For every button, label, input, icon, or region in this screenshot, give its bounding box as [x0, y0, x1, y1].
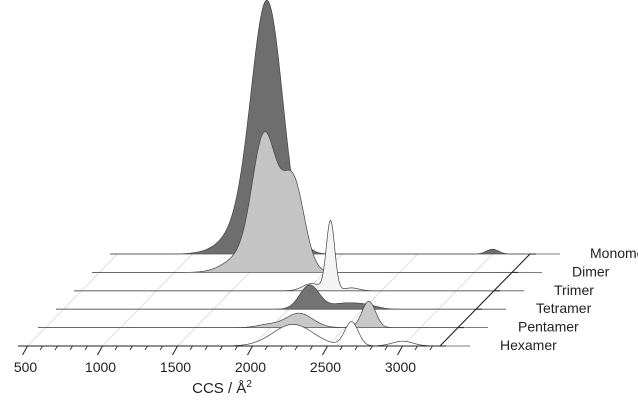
major-tick-2500 [322, 345, 328, 356]
minor-tick [309, 345, 313, 351]
series-label-pentamer: Pentamer [518, 319, 579, 335]
x-tick-label-1500: 1500 [160, 359, 191, 375]
x-axis-title: CCS / Å2 [192, 379, 252, 397]
tick-labels: 500 1000 1500 2000 2500 3000 [14, 359, 416, 375]
series-area-pentamer [38, 301, 458, 328]
major-tick-500 [22, 345, 28, 356]
minor-tick [69, 345, 73, 351]
minor-tick [429, 345, 433, 351]
series-label-tetramer: Tetramer [536, 300, 592, 316]
major-tick-1500 [172, 345, 178, 356]
series-line-pentamer [38, 300, 458, 328]
x-axis-title-text: CCS / Å [192, 380, 246, 397]
x-tick-label-500: 500 [14, 359, 38, 375]
series-label-monomer: Monomer [590, 245, 638, 261]
minor-tick [234, 345, 238, 351]
minor-tick [144, 345, 148, 351]
minor-tick [114, 345, 118, 351]
depth-axis-line [439, 253, 531, 347]
minor-tick [219, 345, 223, 351]
series-rows [20, 0, 560, 347]
minor-tick [414, 345, 418, 351]
series-area-monomer [110, 0, 530, 255]
x-axis-title-superscript: 2 [246, 379, 252, 390]
series-label-trimer: Trimer [554, 282, 594, 298]
minor-tick [39, 345, 43, 351]
minor-tick [84, 345, 88, 351]
depth-line-2500 [327, 253, 418, 347]
major-tick-1000 [97, 345, 103, 356]
series-label-hexamer: Hexamer [500, 337, 557, 353]
minor-tick [189, 345, 193, 351]
major-tick-3000 [397, 345, 403, 356]
major-tick-2000 [247, 345, 253, 356]
series-area-hexamer [20, 321, 440, 346]
x-tick-label-2500: 2500 [310, 359, 341, 375]
x-tick-label-2000: 2000 [235, 359, 266, 375]
series-label-dimer: Dimer [572, 263, 610, 279]
series-line-tetramer [56, 284, 476, 310]
series-area-dimer [92, 131, 512, 273]
series-area-tetramer [56, 284, 476, 310]
minor-tick [264, 345, 268, 351]
x-tick-label-1000: 1000 [85, 359, 116, 375]
minor-tick [204, 345, 208, 351]
depth-line-1000 [102, 253, 193, 347]
minor-tick [339, 345, 343, 351]
minor-tick [279, 345, 283, 351]
minor-tick [384, 345, 388, 351]
x-tick-label-3000: 3000 [385, 359, 416, 375]
minor-tick [354, 345, 358, 351]
minor-tick [159, 345, 163, 351]
minor-tick [294, 345, 298, 351]
minor-tick [129, 345, 133, 351]
minor-tick [54, 345, 58, 351]
series-labels: Monomer Dimer Trimer Tetramer Pentamer Hexame… [500, 245, 638, 353]
axes [18, 253, 536, 356]
depth-line-3000 [402, 253, 493, 347]
series-line-monomer [110, 0, 530, 255]
depth-grid-lines [27, 253, 493, 347]
depth-line-500 [27, 253, 118, 347]
minor-tick [369, 345, 373, 351]
